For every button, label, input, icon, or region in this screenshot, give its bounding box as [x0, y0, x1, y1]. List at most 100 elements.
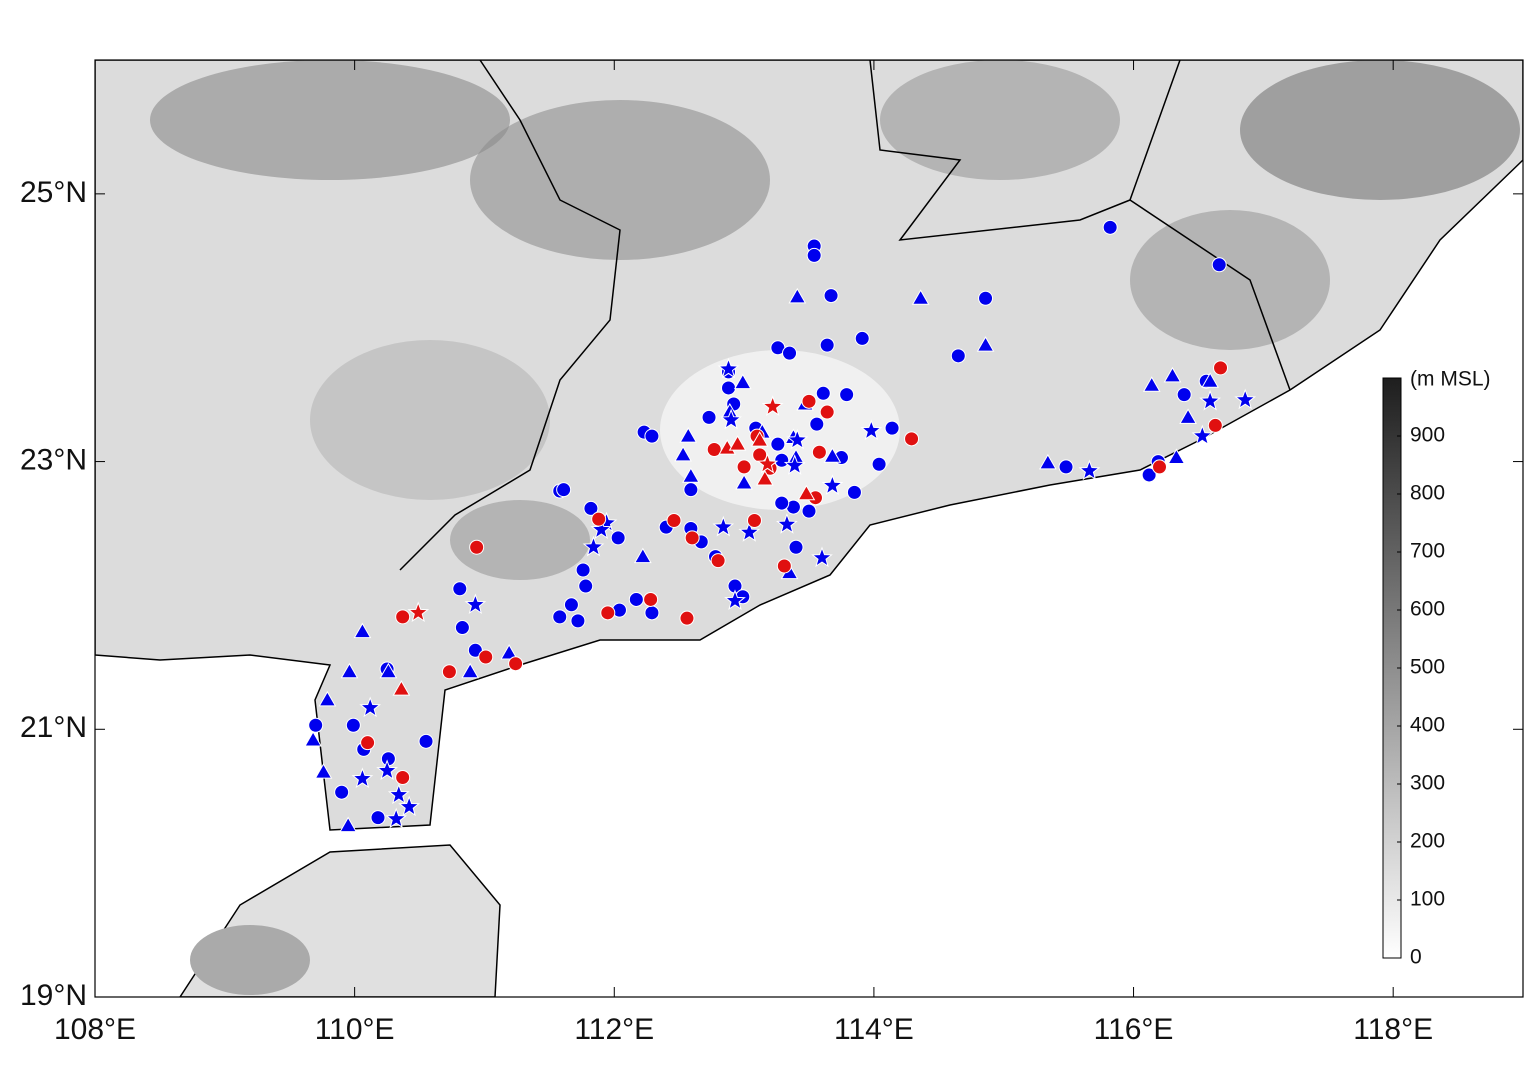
station-circle	[871, 456, 887, 472]
y-tick-label: 25°N	[20, 176, 87, 209]
station-circle	[478, 649, 494, 665]
station-circle	[591, 511, 607, 527]
station-triangle	[682, 467, 700, 483]
colorbar-label: (m MSL)	[1410, 368, 1491, 391]
station-circle	[666, 512, 682, 528]
station-circle	[334, 784, 350, 800]
station-star	[724, 589, 746, 611]
station-circle	[575, 562, 591, 578]
station-star	[783, 454, 806, 475]
station-circle	[578, 578, 594, 594]
station-star	[738, 521, 761, 542]
station-triangle	[340, 662, 359, 679]
terrain	[95, 60, 1523, 997]
colorbar-tick-label: 0	[1410, 946, 1422, 969]
station-circle	[811, 444, 827, 460]
colorbar-tick-label: 900	[1410, 424, 1445, 447]
plot-frame	[94, 59, 1524, 998]
station-triangle	[1167, 448, 1186, 465]
station-circle	[806, 247, 822, 263]
station-circle	[345, 717, 361, 733]
station-circle	[770, 436, 786, 452]
colorbar-tick-label: 100	[1410, 888, 1445, 911]
colorbar-tick-label: 800	[1410, 482, 1445, 505]
station-circle	[684, 530, 700, 546]
station-circle	[782, 345, 798, 361]
station-circle	[801, 393, 817, 409]
station-circle	[552, 609, 568, 625]
station-circle	[395, 769, 411, 785]
station-circle	[1102, 219, 1118, 235]
station-circle	[819, 404, 835, 420]
x-tick-label: 112°E	[574, 1013, 654, 1046]
x-tick-label: 116°E	[1094, 1013, 1174, 1046]
station-circle	[308, 717, 324, 733]
station-circle	[1176, 387, 1192, 403]
station-circle	[628, 591, 644, 607]
station-triangle	[674, 445, 692, 462]
station-star	[359, 696, 382, 718]
station-triangle	[392, 680, 411, 696]
station-circle	[583, 500, 599, 516]
station-triangle	[788, 287, 807, 304]
station-circle	[418, 733, 434, 749]
station-star	[407, 601, 430, 623]
station-triangle	[1142, 376, 1161, 392]
station-star	[786, 428, 809, 450]
colorbar-tick-label: 200	[1410, 830, 1445, 853]
station-star	[387, 783, 410, 805]
station-circle	[467, 642, 483, 658]
station-circle	[643, 591, 659, 607]
station-circle	[788, 539, 804, 555]
station-circle	[801, 503, 817, 519]
station-circle	[854, 330, 870, 346]
colorbar-tick-label: 600	[1410, 598, 1445, 621]
station-circle	[469, 539, 485, 555]
station-star	[1078, 459, 1101, 481]
station-circle	[610, 530, 626, 546]
station-triangle	[353, 622, 372, 639]
station-circle	[752, 447, 768, 463]
station-star	[376, 759, 398, 781]
colorbar-tick-label: 700	[1410, 540, 1445, 563]
station-triangle	[728, 435, 747, 451]
station-circle	[809, 416, 825, 432]
station-triangle	[379, 662, 398, 679]
station-circle	[600, 605, 616, 621]
station-circle	[441, 664, 457, 680]
station-star	[860, 419, 883, 441]
station-triangle	[750, 431, 769, 447]
station-triangle	[1163, 366, 1182, 383]
station-circle	[1141, 467, 1157, 483]
station-circle	[452, 581, 468, 597]
station-triangle	[500, 643, 518, 660]
colorbar-tick-label: 400	[1410, 714, 1445, 737]
station-triangle	[461, 662, 480, 679]
station-circle	[395, 609, 411, 625]
station-triangle	[735, 473, 753, 490]
station-triangle	[1201, 372, 1220, 388]
station-circle	[746, 512, 762, 528]
station-triangle	[318, 690, 337, 707]
station-star	[776, 513, 798, 534]
station-circle	[563, 597, 579, 613]
station-star	[1199, 389, 1221, 411]
station-circle	[950, 348, 966, 364]
station-triangle	[976, 336, 995, 352]
station-star	[717, 357, 740, 379]
station-circle	[1207, 417, 1223, 433]
station-triangle	[339, 816, 358, 833]
y-tick-label: 23°N	[20, 443, 87, 476]
station-circle	[508, 656, 524, 672]
station-triangle	[633, 547, 652, 564]
colorbar-tick-label: 500	[1410, 656, 1445, 679]
station-circle	[360, 735, 376, 751]
station-triangle	[733, 373, 752, 390]
station-star	[756, 452, 779, 474]
station-circle	[1058, 459, 1074, 475]
station-triangle	[314, 763, 333, 779]
station-circle	[774, 452, 790, 468]
station-circle	[683, 482, 699, 498]
station-circle	[701, 409, 717, 425]
station-circle	[1152, 459, 1168, 475]
